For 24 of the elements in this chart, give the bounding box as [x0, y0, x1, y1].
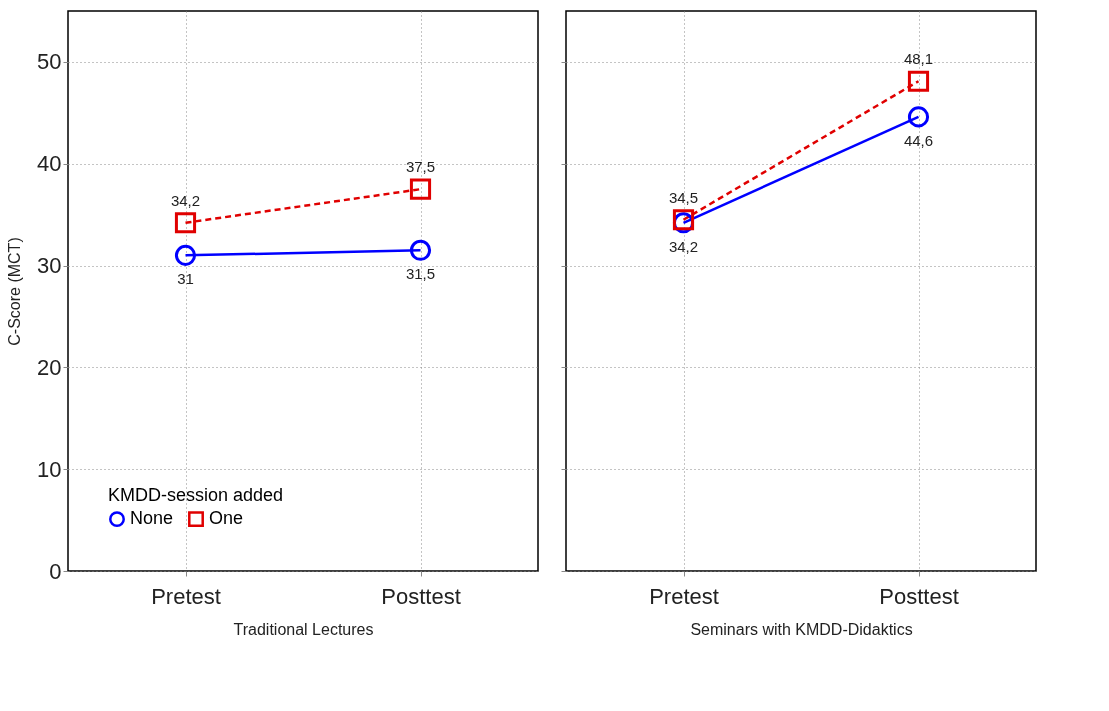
y-tick-label: 10: [37, 456, 62, 482]
x-tick-label: Posttest: [381, 583, 461, 609]
y-tick-label: 0: [49, 558, 62, 584]
x-tick-label: Posttest: [879, 583, 959, 609]
x-axis-title: Traditional Lectures: [233, 620, 374, 638]
x-tick-label: Pretest: [151, 583, 221, 609]
data-label: 44,6: [903, 131, 934, 149]
x-tick-label: Pretest: [649, 583, 719, 609]
legend-title: KMDD-session added: [108, 485, 284, 505]
y-tick-label: 30: [37, 253, 62, 279]
data-label: 34,2: [668, 237, 699, 255]
data-label: 34,2: [170, 191, 201, 209]
y-axis-title: C-Score (MCT): [6, 237, 24, 346]
y-tick-label: 20: [37, 354, 62, 380]
y-tick-label: 40: [37, 151, 62, 177]
data-label: 37,5: [405, 158, 436, 176]
data-label: 31: [177, 270, 194, 288]
x-axis-title: Seminars with KMDD-Didaktics: [690, 620, 913, 638]
data-label: 31,5: [405, 265, 436, 283]
legend-label: None: [130, 508, 174, 529]
data-label: 48,1: [903, 50, 934, 68]
data-label: 34,5: [668, 188, 699, 206]
y-tick-label: 50: [37, 49, 62, 75]
legend-label: One: [209, 508, 244, 529]
